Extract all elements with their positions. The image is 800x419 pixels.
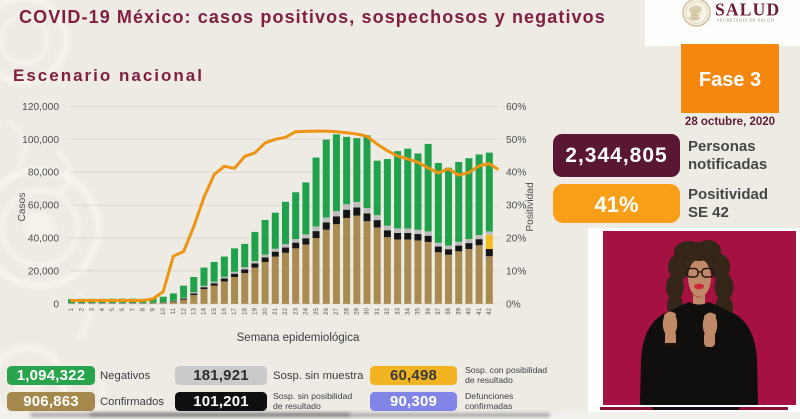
svg-text:19: 19 xyxy=(252,308,259,316)
svg-text:30: 30 xyxy=(364,308,371,316)
svg-text:3: 3 xyxy=(89,308,96,312)
svg-text:9: 9 xyxy=(150,308,157,312)
svg-text:0%: 0% xyxy=(506,299,521,310)
svg-text:25: 25 xyxy=(313,308,320,316)
svg-text:29: 29 xyxy=(353,308,360,316)
svg-text:1: 1 xyxy=(68,308,75,312)
svg-text:41: 41 xyxy=(476,308,483,316)
svg-text:39: 39 xyxy=(455,308,462,316)
svg-text:4: 4 xyxy=(99,308,106,312)
svg-text:60%: 60% xyxy=(506,102,526,113)
svg-text:40%: 40% xyxy=(506,168,526,179)
svg-text:28: 28 xyxy=(343,308,350,316)
svg-text:SECRETARÍA DE SALUD: SECRETARÍA DE SALUD xyxy=(717,18,774,23)
svg-text:16: 16 xyxy=(221,308,228,316)
svg-text:14: 14 xyxy=(201,308,208,316)
svg-text:0: 0 xyxy=(53,299,59,310)
svg-text:5: 5 xyxy=(109,308,116,312)
svg-text:7: 7 xyxy=(129,308,136,312)
svg-text:Casos: Casos xyxy=(17,193,28,222)
svg-text:13: 13 xyxy=(190,308,197,316)
svg-text:33: 33 xyxy=(394,308,401,316)
svg-text:2: 2 xyxy=(78,308,85,312)
svg-text:60,000: 60,000 xyxy=(28,201,59,212)
svg-text:11: 11 xyxy=(170,308,177,315)
svg-text:SALUD: SALUD xyxy=(715,0,780,20)
svg-text:100,000: 100,000 xyxy=(22,135,59,146)
svg-text:40: 40 xyxy=(466,308,473,316)
svg-text:22: 22 xyxy=(282,308,289,316)
svg-text:15: 15 xyxy=(211,308,218,316)
svg-text:32: 32 xyxy=(384,308,391,316)
svg-text:10: 10 xyxy=(160,308,167,316)
svg-text:8: 8 xyxy=(139,308,146,312)
svg-text:38: 38 xyxy=(445,308,452,316)
svg-text:34: 34 xyxy=(404,308,411,316)
svg-text:36: 36 xyxy=(425,308,432,316)
svg-text:23: 23 xyxy=(292,308,299,316)
svg-text:30%: 30% xyxy=(506,201,526,212)
svg-text:20%: 20% xyxy=(506,234,526,245)
svg-text:10%: 10% xyxy=(506,266,526,277)
svg-text:18: 18 xyxy=(241,308,248,316)
svg-text:6: 6 xyxy=(119,308,126,312)
svg-text:50%: 50% xyxy=(506,135,526,146)
svg-text:21: 21 xyxy=(272,308,279,316)
svg-text:37: 37 xyxy=(435,308,442,316)
svg-text:12: 12 xyxy=(180,308,187,316)
svg-text:27: 27 xyxy=(333,308,340,316)
svg-text:24: 24 xyxy=(303,308,310,316)
svg-text:31: 31 xyxy=(374,308,381,316)
svg-text:35: 35 xyxy=(415,308,422,316)
svg-text:42: 42 xyxy=(486,308,493,316)
svg-text:20,000: 20,000 xyxy=(28,266,59,277)
svg-text:120,000: 120,000 xyxy=(22,102,59,113)
svg-text:20: 20 xyxy=(262,308,269,316)
svg-text:17: 17 xyxy=(231,308,238,316)
svg-text:80,000: 80,000 xyxy=(28,168,59,179)
svg-text:40,000: 40,000 xyxy=(28,234,59,245)
svg-text:Positividad: Positividad xyxy=(525,182,536,232)
svg-text:Semana epidemiológica: Semana epidemiológica xyxy=(237,332,360,344)
svg-text:26: 26 xyxy=(323,308,330,316)
